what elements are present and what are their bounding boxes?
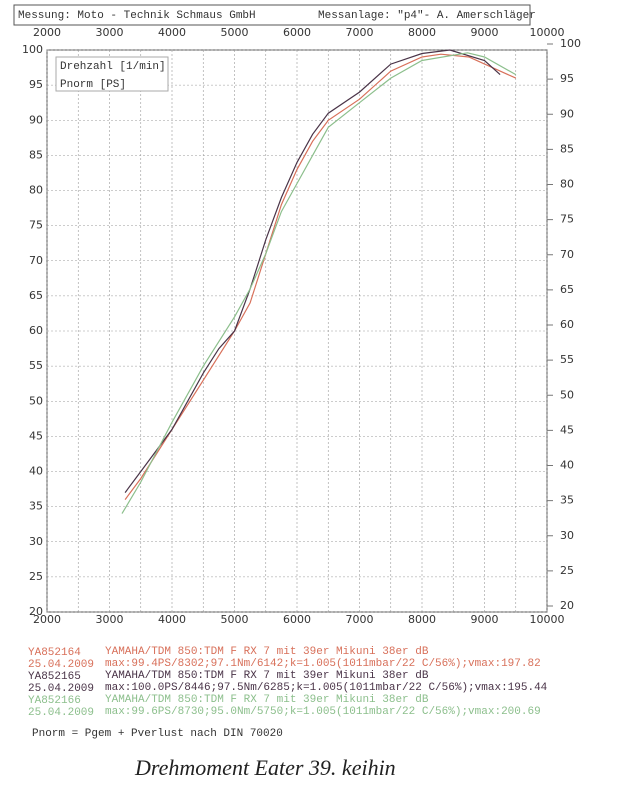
handwritten-note: Drehmoment Eater 39. keihin (134, 755, 396, 780)
x-tick-label: 5000 (221, 26, 249, 39)
power-curve (124, 53, 517, 500)
x-tick-label: 3000 (96, 613, 124, 626)
y2-tick-label: 50 (560, 388, 574, 401)
y2-tick-label: 60 (560, 318, 574, 331)
header-right: Messanlage: "p4"- A. Amerschläger (318, 10, 536, 22)
y-axis-label: Pnorm [PS] (60, 79, 126, 91)
axis-label-box (55, 56, 169, 92)
x-tick-label: 7000 (346, 613, 374, 626)
legend-date: 25.04.2009 (28, 659, 94, 671)
header-box (13, 4, 531, 26)
legend-date: 25.04.2009 (28, 683, 94, 695)
y-tick-label: 75 (29, 219, 43, 232)
legend-name: YA852166 (28, 695, 81, 707)
power-curve (121, 52, 517, 514)
y2-tick-label: 55 (560, 353, 574, 366)
legend-name: YA852164 (28, 647, 81, 659)
legend-stats: max:100.0PS/8446;97.5Nm/6285;k=1.005(101… (105, 682, 548, 694)
y-tick-label: 25 (29, 570, 43, 583)
legend-description: YAMAHA/TDM 850:TDM F RX 7 mit 39er Mikun… (105, 670, 429, 682)
y-tick-label: 100 (22, 43, 43, 56)
x-tick-label: 8000 (408, 613, 436, 626)
y2-tick-label: 40 (560, 459, 574, 472)
x-tick-label: 5000 (221, 613, 249, 626)
x-tick-label: 4000 (158, 26, 186, 39)
legend-stats: max:99.6PS/8730;95.0Nm/5750;k=1.005(1011… (105, 706, 541, 718)
x-tick-label: 10000 (530, 26, 565, 39)
y-tick-label: 65 (29, 289, 43, 302)
y-tick-label: 35 (29, 500, 43, 513)
y-tick-label: 85 (29, 148, 43, 161)
legend-name: YA852165 (28, 671, 81, 683)
y-tick-label: 20 (29, 605, 43, 618)
y-tick-label: 30 (29, 535, 43, 548)
x-tick-label: 8000 (408, 26, 436, 39)
y2-tick-label: 85 (560, 142, 574, 155)
power-curve (124, 49, 501, 493)
y-tick-label: 55 (29, 359, 43, 372)
y2-tick-label: 80 (560, 178, 574, 191)
x-tick-label: 6000 (283, 613, 311, 626)
x-tick-label: 9000 (471, 613, 499, 626)
x-tick-label: 9000 (471, 26, 499, 39)
x-axis-label: Drehzahl [1/min] (60, 61, 166, 73)
x-tick-label: 2000 (33, 26, 61, 39)
y2-tick-label: 35 (560, 494, 574, 507)
y2-tick-label: 90 (560, 107, 574, 120)
y-tick-label: 40 (29, 465, 43, 478)
y2-tick-label: 65 (560, 283, 574, 296)
legend-stats: max:99.4PS/8302;97.1Nm/6142;k=1.005(1011… (105, 658, 541, 670)
y-tick-label: 45 (29, 429, 43, 442)
y-tick-label: 60 (29, 324, 43, 337)
x-tick-label: 2000 (33, 613, 61, 626)
x-tick-label: 4000 (158, 613, 186, 626)
x-tick-label: 6000 (283, 26, 311, 39)
x-tick-label: 3000 (96, 26, 124, 39)
header-left: Messung: Moto - Technik Schmaus GmbH (18, 10, 256, 22)
legend-date: 25.04.2009 (28, 707, 94, 719)
y-tick-label: 50 (29, 394, 43, 407)
y2-tick-label: 95 (560, 72, 574, 85)
y2-tick-label: 25 (560, 564, 574, 577)
legend-description: YAMAHA/TDM 850:TDM F RX 7 mit 39er Mikun… (105, 694, 429, 706)
y2-tick-label: 30 (560, 529, 574, 542)
y-tick-label: 90 (29, 113, 43, 126)
legend-description: YAMAHA/TDM 850:TDM F RX 7 mit 39er Mikun… (105, 646, 429, 658)
y2-tick-label: 45 (560, 423, 574, 436)
x-tick-label: 7000 (346, 26, 374, 39)
y2-tick-label: 70 (560, 248, 574, 261)
y2-tick-label: 20 (560, 599, 574, 612)
y-tick-label: 70 (29, 254, 43, 267)
y-tick-label: 80 (29, 184, 43, 197)
y2-tick-label: 75 (560, 213, 574, 226)
footnote: Pnorm = Pgem + Pverlust nach DIN 70020 (32, 728, 283, 740)
y-tick-label: 95 (29, 78, 43, 91)
y2-tick-label: 100 (560, 37, 581, 50)
x-tick-label: 10000 (530, 613, 565, 626)
